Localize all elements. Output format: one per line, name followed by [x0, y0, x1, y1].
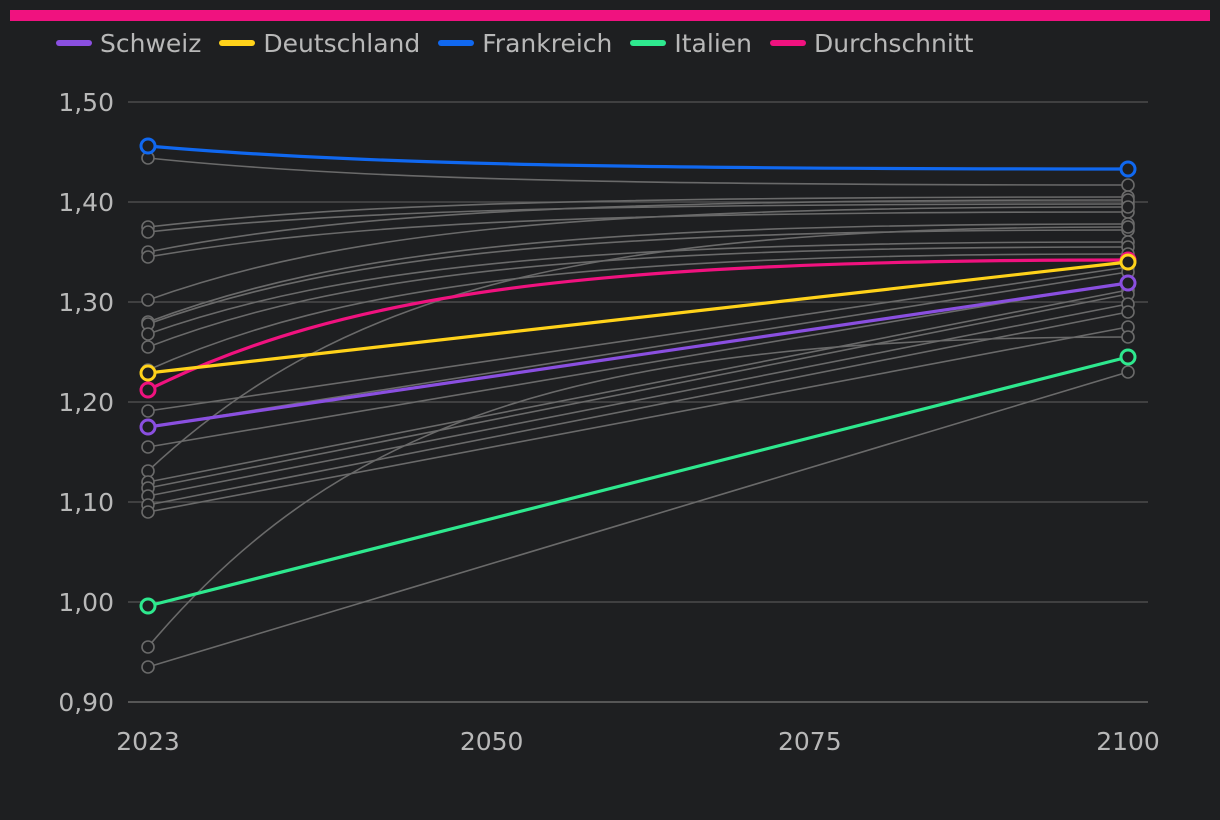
series-line-other — [147, 311, 1129, 506]
series-line-italien — [147, 355, 1129, 608]
series-line-other — [147, 246, 1129, 348]
series-line-other — [147, 266, 1129, 412]
series-line-schweiz — [147, 281, 1129, 429]
data-point-other — [141, 660, 155, 674]
legend-label-deutschland: Deutschland — [263, 28, 421, 58]
data-point-schweiz — [139, 418, 157, 436]
series-line-other — [147, 326, 1129, 513]
legend-label-italien: Italien — [674, 28, 752, 58]
series-line-other — [147, 211, 1129, 258]
series-line-other — [147, 293, 1129, 489]
series-line-other — [147, 226, 1129, 472]
series-line-other — [147, 196, 1129, 228]
x-tick-label: 2075 — [778, 727, 842, 756]
series-line-other — [147, 303, 1129, 497]
series-line-other — [147, 281, 1129, 448]
legend-swatch-frankreich — [438, 40, 475, 46]
data-point-deutschland — [1119, 253, 1137, 271]
x-tick-label: 2050 — [460, 727, 524, 756]
series-line-other — [147, 253, 1129, 371]
legend-item-schweiz[interactable]: Schweiz — [56, 29, 201, 58]
series-line-other — [147, 203, 1129, 233]
series-line-other — [147, 157, 1129, 186]
legend-item-deutschland[interactable]: Deutschland — [219, 29, 420, 58]
data-point-other — [141, 340, 155, 354]
x-tick-label: 2023 — [116, 727, 180, 756]
data-point-other — [1121, 330, 1135, 344]
legend-swatch-deutschland — [219, 40, 256, 46]
data-point-other — [141, 250, 155, 264]
data-point-other — [141, 327, 155, 341]
series-line-other — [147, 206, 1129, 301]
data-point-other — [141, 293, 155, 307]
data-point-other — [141, 505, 155, 519]
series-line-other — [147, 241, 1129, 335]
legend-swatch-italien — [630, 40, 667, 46]
series-line-deutschland — [147, 260, 1129, 375]
data-point-italien — [1119, 348, 1137, 366]
series-line-durchschnitt — [147, 258, 1129, 392]
series-line-frankreich — [147, 144, 1129, 171]
data-point-other — [1121, 220, 1135, 234]
legend-label-schweiz: Schweiz — [100, 28, 202, 58]
x-tick-label: 2100 — [1096, 727, 1160, 756]
data-point-other — [1121, 305, 1135, 319]
data-point-other — [141, 404, 155, 418]
y-tick-label: 1,40 — [58, 188, 114, 217]
legend: Schweiz Deutschland Frankreich Italien D… — [56, 26, 973, 60]
legend-swatch-schweiz — [56, 40, 92, 46]
data-point-frankreich — [139, 137, 157, 155]
series-line-other — [147, 371, 1129, 668]
legend-label-durchschnitt: Durchschnitt — [814, 28, 974, 58]
series-line-other — [147, 229, 1129, 325]
data-point-other — [141, 225, 155, 239]
legend-swatch-durchschnitt — [770, 40, 806, 46]
legend-label-frankreich: Frankreich — [482, 28, 613, 58]
y-tick-label: 1,20 — [58, 388, 114, 417]
data-point-frankreich — [1119, 160, 1137, 178]
data-point-other — [1121, 365, 1135, 379]
series-line-other — [147, 223, 1129, 323]
data-point-other — [141, 640, 155, 654]
legend-item-italien[interactable]: Italien — [630, 29, 752, 58]
data-point-other — [141, 440, 155, 454]
data-point-deutschland — [139, 364, 157, 382]
series-line-other — [147, 289, 1129, 483]
legend-item-frankreich[interactable]: Frankreich — [438, 29, 612, 58]
legend-item-durchschnitt[interactable]: Durchschnitt — [770, 29, 973, 58]
data-point-other — [1121, 200, 1135, 214]
y-tick-label: 0,90 — [58, 688, 114, 717]
y-tick-label: 1,00 — [58, 588, 114, 617]
data-point-other — [1121, 178, 1135, 192]
series-line-other — [147, 271, 1129, 428]
data-point-schweiz — [1119, 274, 1137, 292]
y-tick-label: 1,10 — [58, 488, 114, 517]
data-point-durchschnitt — [139, 381, 157, 399]
accent-bar — [10, 10, 1210, 21]
data-point-italien — [139, 597, 157, 615]
series-line-other — [147, 336, 1129, 648]
y-tick-label: 1,30 — [58, 288, 114, 317]
series-line-other — [147, 199, 1129, 253]
y-tick-label: 1,50 — [58, 88, 114, 117]
